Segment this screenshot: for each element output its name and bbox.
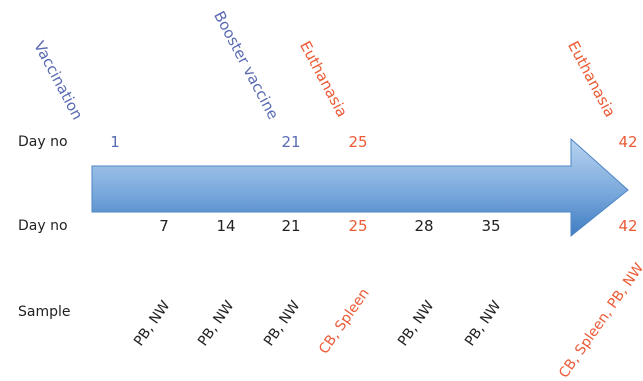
top-row-label: Day no bbox=[18, 134, 68, 150]
bottom-row-label: Day no bbox=[18, 218, 68, 234]
sample-day-21: 21 bbox=[281, 217, 301, 235]
sample-day-35: 35 bbox=[481, 217, 501, 235]
sample-day-42: 42 bbox=[618, 217, 638, 235]
sample-day-14: 14 bbox=[216, 217, 236, 235]
sample-day-25: 25 bbox=[348, 217, 368, 235]
sample-row-label: Sample bbox=[18, 304, 71, 320]
event-day-euthanasia-42: 42 bbox=[618, 133, 638, 151]
sample-day-7: 7 bbox=[159, 217, 169, 235]
event-day-booster: 21 bbox=[281, 133, 301, 151]
sample-day-28: 28 bbox=[414, 217, 434, 235]
event-day-vaccination: 1 bbox=[110, 133, 120, 151]
timeline-arrow-shape bbox=[91, 137, 629, 238]
event-day-euthanasia-25: 25 bbox=[348, 133, 368, 151]
